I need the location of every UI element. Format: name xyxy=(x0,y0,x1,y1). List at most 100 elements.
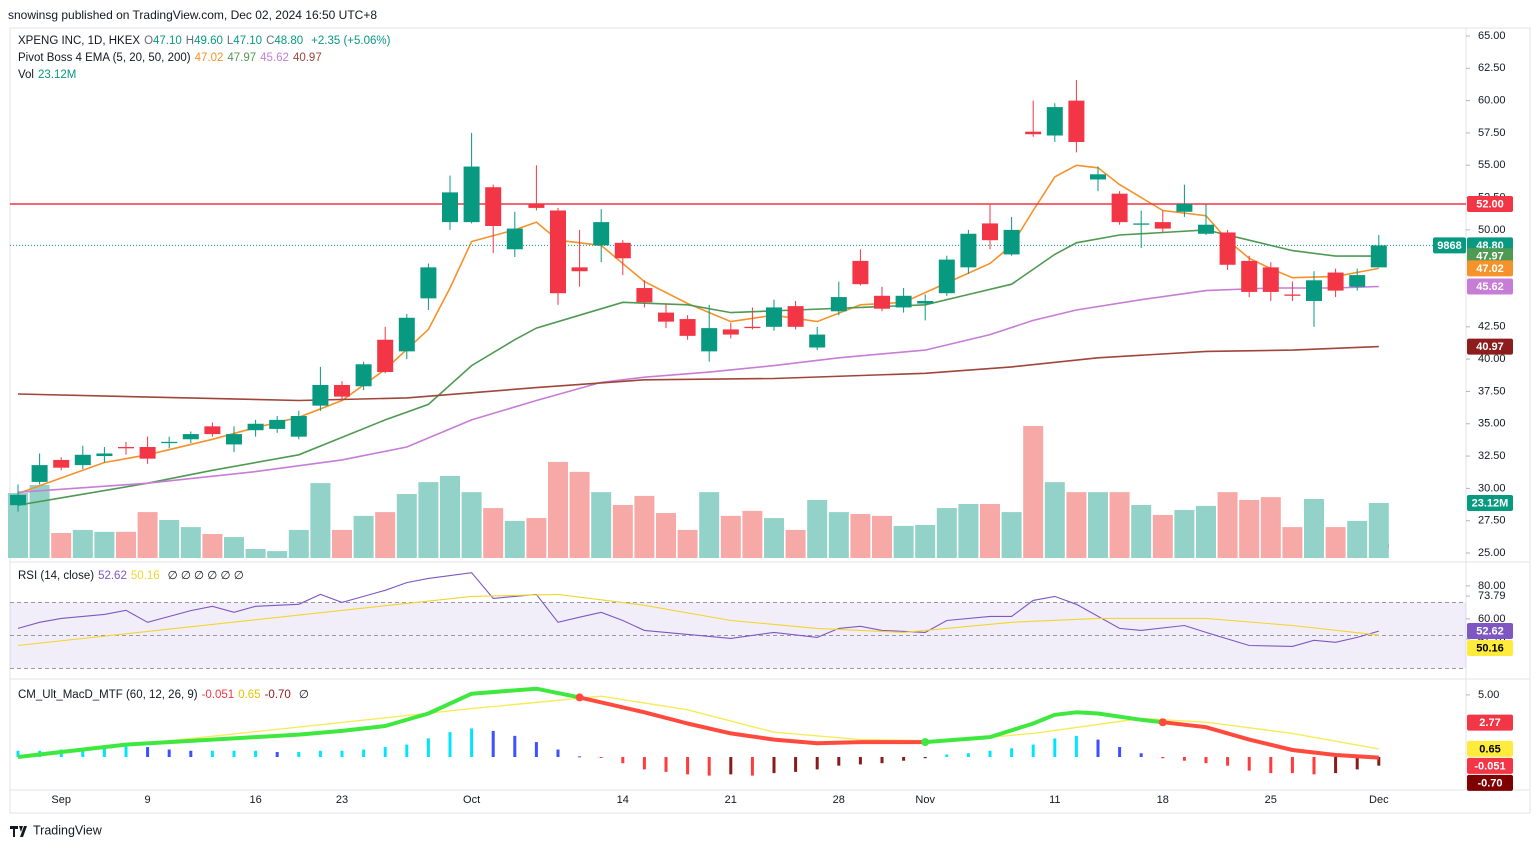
macd-line xyxy=(579,695,926,746)
volume-bar xyxy=(29,484,50,558)
macd-histogram-bar xyxy=(81,748,85,757)
macd-histogram-bar xyxy=(1334,756,1338,774)
ohlc-label: O xyxy=(144,35,154,47)
volume-bar xyxy=(1282,527,1303,558)
macd-histogram-bar xyxy=(815,756,819,770)
rsi-value: 52.62 xyxy=(98,570,127,582)
x-tick-label: Sep xyxy=(51,794,71,806)
candle-body xyxy=(398,317,415,352)
footer-logo xyxy=(10,826,27,837)
candle-body xyxy=(917,300,934,304)
macd-histogram-bar xyxy=(124,745,128,757)
volume-bar xyxy=(440,475,460,558)
macd-histogram-bar xyxy=(1312,756,1316,775)
volume-bar xyxy=(137,512,158,558)
volume-bar xyxy=(548,461,568,558)
volume-bar xyxy=(1152,514,1173,558)
ohlc-value: 47.10 xyxy=(233,35,263,47)
macd-value: -0.70 xyxy=(264,689,291,701)
volume-bar xyxy=(1239,499,1260,558)
volume-bar xyxy=(1023,426,1044,558)
volume-bar xyxy=(569,471,590,558)
macd-histogram-bar xyxy=(534,742,538,757)
macd-histogram-bar xyxy=(1377,756,1381,766)
y-tick-label: 62.50 xyxy=(1478,62,1506,74)
volume-bar xyxy=(332,529,352,558)
candle-body xyxy=(182,434,199,440)
candle-body xyxy=(312,384,329,406)
ohlc-value: 48.80 xyxy=(274,35,304,47)
footer-brand: TradingView xyxy=(33,823,103,837)
candle-body xyxy=(614,242,631,259)
volume-bar xyxy=(1196,505,1216,558)
volume-bar xyxy=(375,512,396,558)
candle-body xyxy=(636,288,653,303)
candle-body xyxy=(463,166,480,223)
ohlc-value: 49.60 xyxy=(194,35,223,47)
macd-histogram-bar xyxy=(102,747,106,757)
candle-body xyxy=(722,329,739,335)
candle-body xyxy=(960,233,977,268)
macd-legend: CM_Ult_MacD_MTF (60, 12, 26, 9) -0.051 0.6… xyxy=(18,687,313,701)
published-line: snowinsg published on TradingView.com, D… xyxy=(8,8,378,22)
candle-body xyxy=(334,384,350,397)
volume-bar xyxy=(591,492,612,558)
macd-histogram-bar xyxy=(945,754,949,757)
y-tick-label: 27.50 xyxy=(1478,515,1506,527)
volume-bar xyxy=(288,529,309,558)
volume-bar xyxy=(677,529,698,558)
x-tick-label: 25 xyxy=(1265,794,1277,806)
y-tick-label: 50.00 xyxy=(1478,224,1506,236)
volume-bar xyxy=(353,515,374,558)
price-badge-bg xyxy=(1467,338,1513,355)
volume-bar xyxy=(504,520,525,558)
macd-histogram-bar xyxy=(794,756,798,772)
candle-body xyxy=(1262,267,1279,292)
volume-bar xyxy=(1325,527,1346,558)
y-tick-label: 73.79 xyxy=(1478,590,1506,602)
x-tick-label: 9 xyxy=(145,794,151,806)
price-badge-bg xyxy=(1467,196,1513,213)
candle-body xyxy=(766,307,782,327)
candle-body xyxy=(679,319,696,336)
candle-body xyxy=(571,267,588,272)
price-badge-bg xyxy=(1467,248,1513,265)
macd-histogram-bar xyxy=(707,756,711,776)
macd-histogram-bar xyxy=(1247,756,1251,771)
ema-line xyxy=(17,229,1379,506)
macd-badge-bg xyxy=(1467,740,1513,757)
price-badge: 47.97 xyxy=(1476,251,1504,263)
macd-histogram-bar xyxy=(318,750,322,757)
volume-badge-bg xyxy=(1467,495,1513,512)
volume-bar xyxy=(634,495,655,558)
macd-histogram-bar xyxy=(729,756,733,775)
candle-body xyxy=(809,334,826,348)
rsi-legend: RSI (14, close) 52.62 50.16 ∅ ∅ ∅ ∅ ∅ ∅ xyxy=(18,568,248,582)
volume-bar xyxy=(720,515,741,558)
candle-body xyxy=(1284,294,1301,296)
macd-badge-bg xyxy=(1467,757,1513,774)
candle-body xyxy=(377,339,394,373)
candle-body xyxy=(1111,193,1128,223)
countdown-bg xyxy=(1433,237,1466,254)
volume-bar xyxy=(980,504,1000,558)
volume-bar xyxy=(785,529,806,558)
y-tick-label: 60.00 xyxy=(1478,613,1506,625)
symbol-legend: XPENG INC, 1D, HKEX O47.10 H49.60 L47.10 C48… xyxy=(18,35,394,47)
macd-histogram-bar xyxy=(16,750,20,757)
macd-histogram-bar xyxy=(275,752,279,757)
candle-body xyxy=(593,222,610,246)
x-tick-label: 18 xyxy=(1157,794,1169,806)
volume-bar xyxy=(94,531,115,558)
macd-histogram-bar xyxy=(1355,756,1359,770)
ema-value: 47.97 xyxy=(227,52,257,64)
candle-body xyxy=(1025,131,1042,135)
frame xyxy=(9,27,1531,814)
candle-body xyxy=(269,419,286,429)
ema-line xyxy=(17,164,1379,495)
macd-histogram-bar xyxy=(642,756,646,770)
x-tick-label: Dec xyxy=(1369,794,1389,806)
volume-bar xyxy=(1001,512,1022,558)
candle-body xyxy=(420,267,437,299)
macd-value: 0.65 xyxy=(238,689,261,701)
